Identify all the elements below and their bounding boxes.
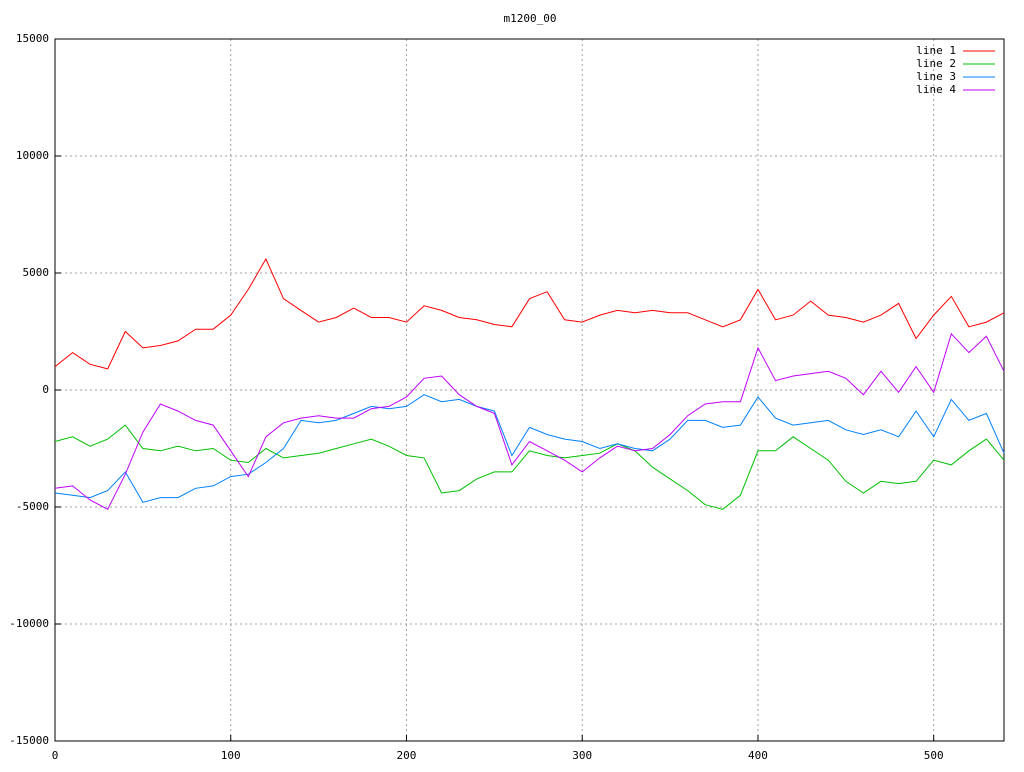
plot-frame <box>54 38 1005 742</box>
legend-label: line 4 <box>916 83 956 96</box>
y-tick-label: 5000 <box>23 266 50 279</box>
x-tick-label: 400 <box>748 749 768 762</box>
chart-title: m1200_00 <box>504 12 557 25</box>
x-tick-label: 0 <box>52 749 59 762</box>
y-tick-label: 15000 <box>16 32 49 45</box>
x-tick-label: 500 <box>924 749 944 762</box>
series-line <box>54 257 1005 370</box>
series-line <box>54 332 1005 510</box>
legend-label: line 3 <box>916 70 956 83</box>
legend-label: line 2 <box>916 57 956 70</box>
series-line <box>54 424 1005 510</box>
y-tick-label: -5000 <box>16 500 49 513</box>
series-line <box>54 394 1005 503</box>
y-tick-label: -15000 <box>9 734 49 747</box>
x-tick-label: 300 <box>572 749 592 762</box>
x-tick-label: 100 <box>221 749 241 762</box>
y-tick-label: -10000 <box>9 617 49 630</box>
y-tick-label: 10000 <box>16 149 49 162</box>
x-tick-label: 200 <box>397 749 417 762</box>
legend-label: line 1 <box>916 44 956 57</box>
y-tick-label: 0 <box>42 383 49 396</box>
